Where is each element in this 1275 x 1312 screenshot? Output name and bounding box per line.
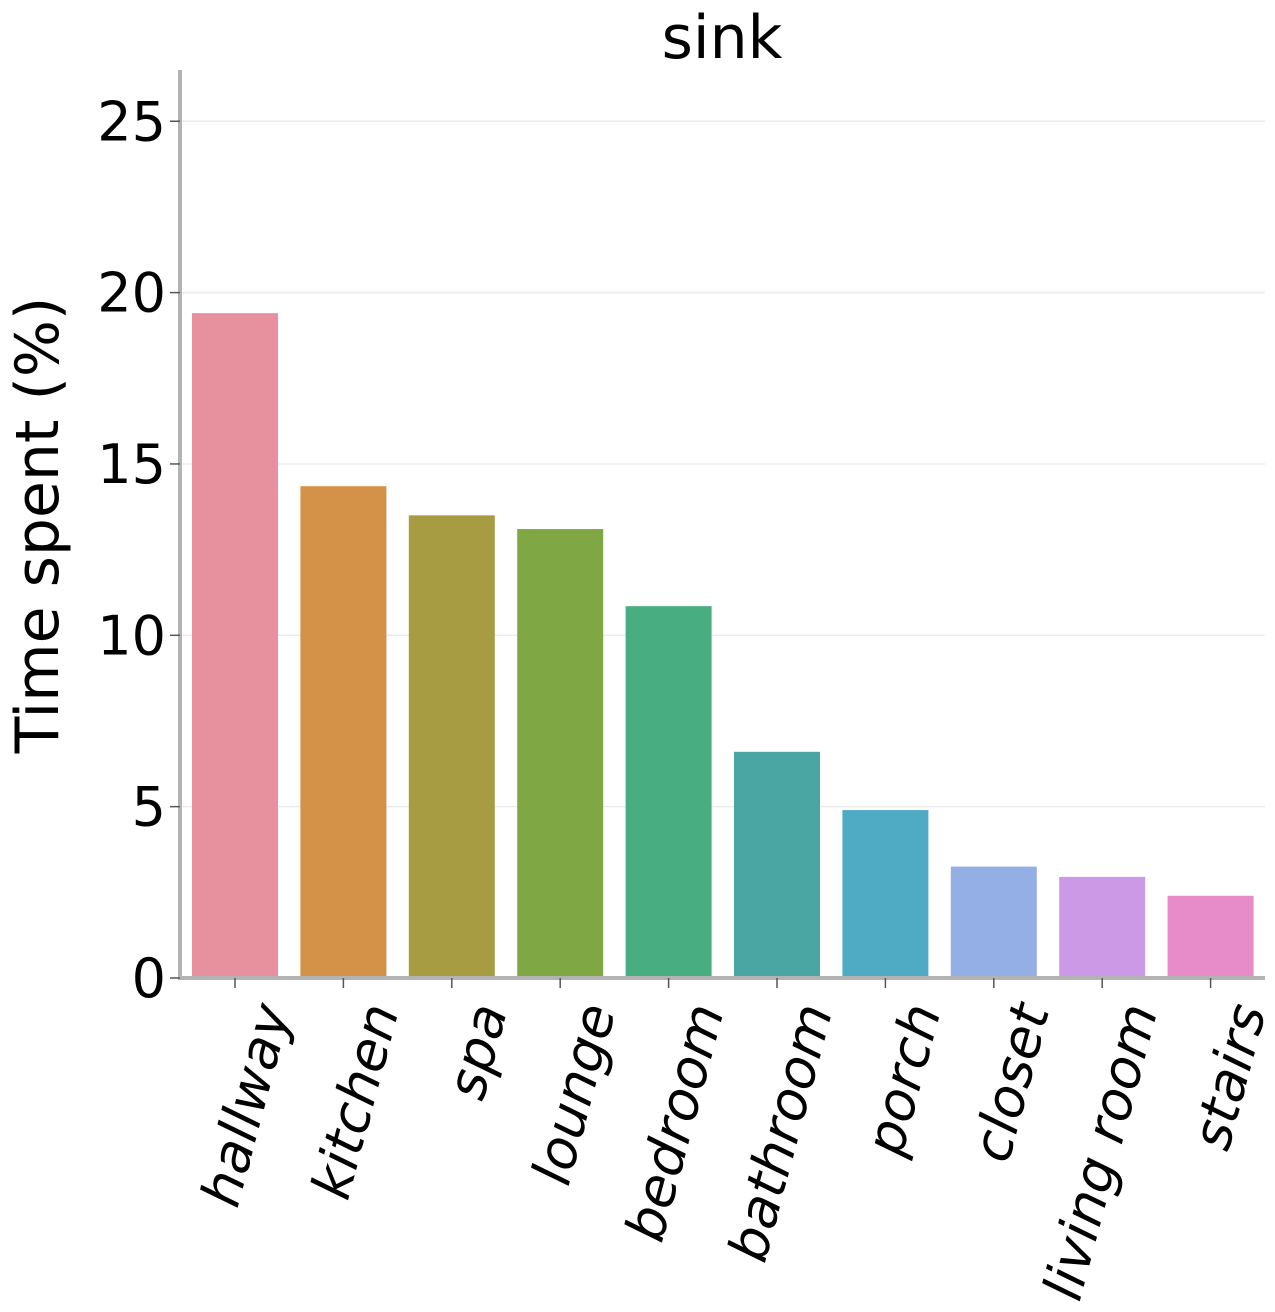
x-tick-label: bedroom [613,997,737,1248]
bar-bedroom [625,606,712,978]
x-tick-label: lounge [520,997,628,1191]
y-tick-label: 10 [97,604,166,667]
bar-closet [950,866,1037,978]
bar-kitchen [300,486,387,978]
x-tick-label: closet [960,995,1063,1168]
chart-title: sink [662,3,783,73]
x-tick-label: hallway [189,996,304,1213]
y-tick-label: 0 [132,947,166,1010]
x-tick-label: bathroom [716,997,845,1268]
y-tick-label: 25 [97,90,166,153]
bar-stairs [1167,895,1254,978]
y-tick-label: 15 [97,433,166,496]
bar-porch [842,810,929,978]
bar-spa [408,515,495,978]
y-axis-label: Time spent (%) [3,297,73,755]
bar-living-room [1059,876,1146,978]
axes [178,70,1265,980]
y-ticks: 0 5 10 15 20 25 [97,90,180,1010]
bars [192,313,1254,978]
bar-lounge [517,529,604,978]
x-tick-label: spa [434,997,520,1106]
x-tick-label: stairs [1180,997,1275,1156]
x-tick-label: porch [853,997,954,1162]
x-tick-label: kitchen [299,997,411,1205]
y-tick-label: 20 [97,262,166,325]
y-tick-label: 5 [132,776,166,839]
bar-bathroom [734,751,820,978]
bar-hallway [192,313,278,978]
